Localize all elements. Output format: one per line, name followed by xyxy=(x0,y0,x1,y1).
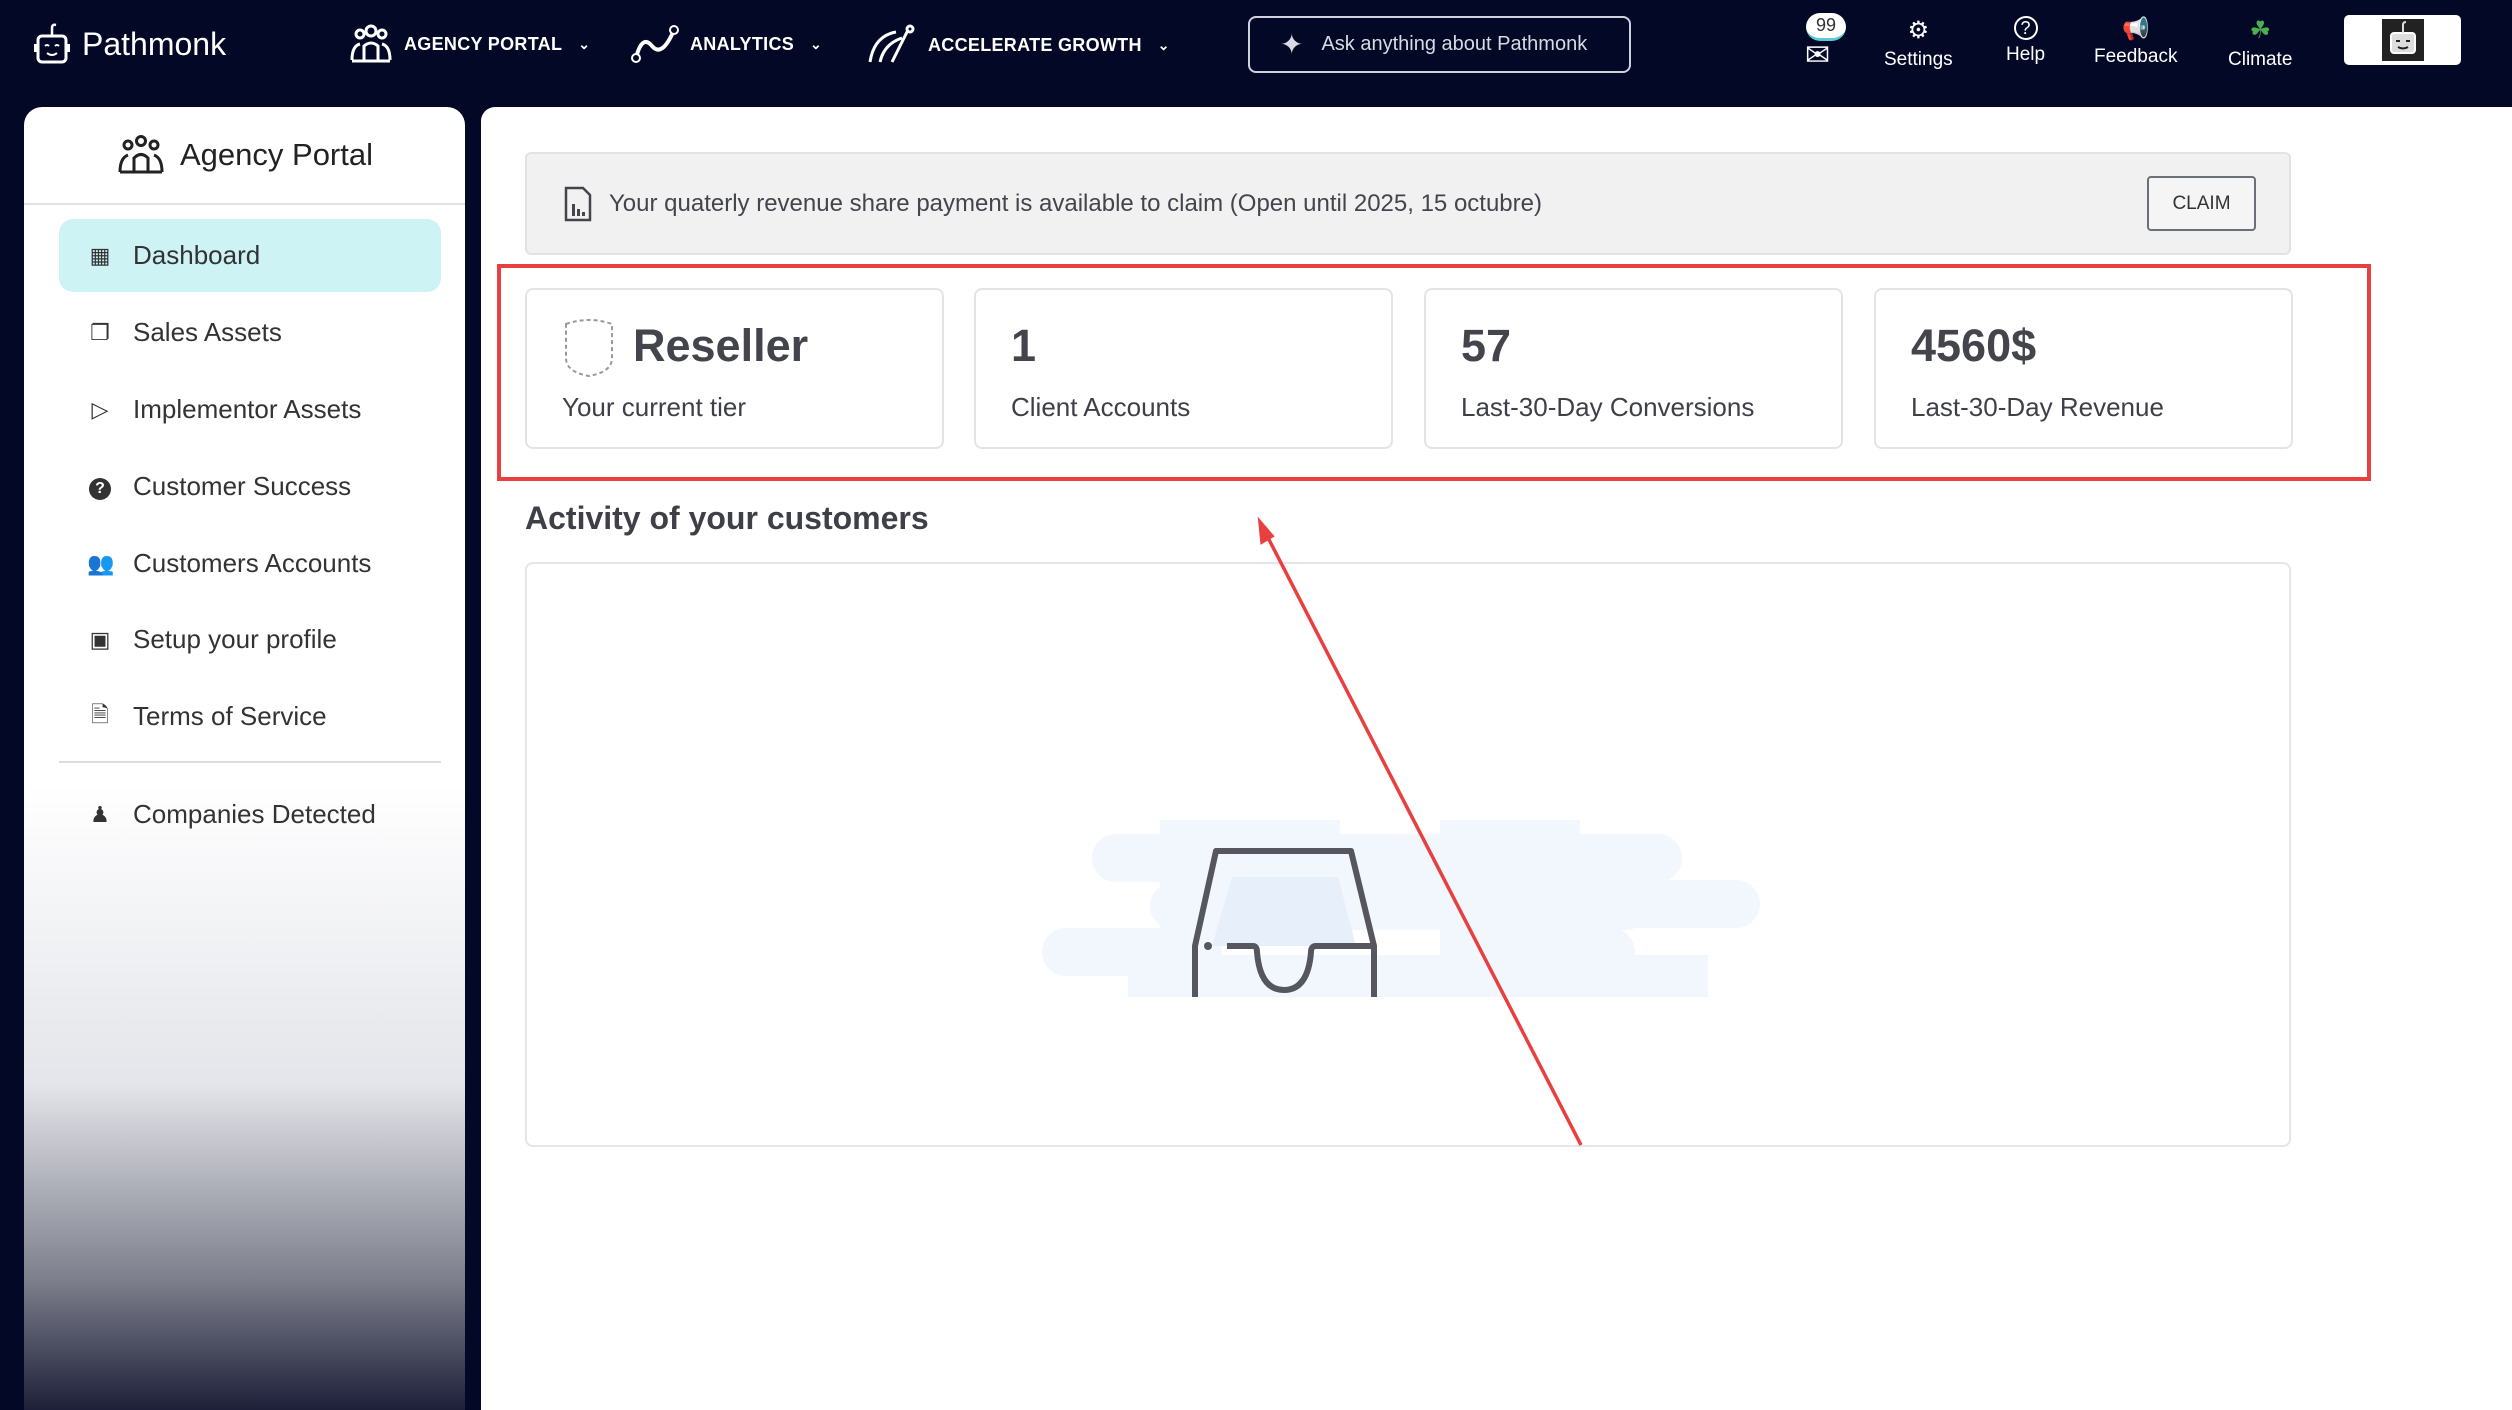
account-avatar-button[interactable] xyxy=(2344,15,2461,65)
copy-icon: ❐ xyxy=(90,319,110,345)
pathmonk-logo[interactable]: Pathmonk xyxy=(32,22,226,66)
stat-value: 57 xyxy=(1461,320,1512,371)
sidebar-header: Agency Portal xyxy=(24,107,465,205)
inbox-tray-icon xyxy=(1192,848,1377,997)
help-icon: ? xyxy=(2013,16,2038,40)
stat-label: Last-30-Day Conversions xyxy=(1461,392,1755,422)
gear-icon: ⚙ xyxy=(1907,17,1930,44)
banner-text: Your quaterly revenue share payment is a… xyxy=(609,189,1542,217)
activity-heading: Activity of your customers xyxy=(525,500,929,536)
growth-icon xyxy=(868,24,915,63)
settings-label: Settings xyxy=(1884,49,1953,70)
brand-name: Pathmonk xyxy=(82,25,227,62)
sidebar-item-companies-detected[interactable]: ♟ Companies Detected xyxy=(59,778,441,851)
nav-accelerate-growth[interactable]: ACCELERATE GROWTH ⌄ xyxy=(866,24,1170,66)
sprout-icon: ☘ xyxy=(2249,17,2271,44)
stat-card-client-accounts: 1 Client Accounts xyxy=(974,288,1393,449)
help-label: Help xyxy=(2006,44,2046,65)
robot-logo-icon xyxy=(34,23,70,64)
inbox-icon[interactable]: ✉ xyxy=(1805,39,1831,72)
stat-label: Client Accounts xyxy=(1011,392,1191,422)
user-tie-icon: ♟ xyxy=(90,801,110,827)
feedback-label: Feedback xyxy=(2094,46,2178,67)
annotation-arrow xyxy=(1257,516,1583,1146)
stat-card-conversions: 57 Last-30-Day Conversions xyxy=(1424,288,1843,449)
inbox-count-badge: 99 xyxy=(1806,13,1847,41)
activity-panel xyxy=(525,562,2291,1147)
sidebar-item-sales-assets[interactable]: ❐ Sales Assets xyxy=(59,296,441,369)
stat-value: 4560$ xyxy=(1911,320,2037,371)
sidebar-item-customer-success[interactable]: ? Customer Success xyxy=(59,450,441,523)
analytics-path-icon xyxy=(631,25,679,63)
users-icon: 👥 xyxy=(87,550,115,576)
cloud-background xyxy=(1042,820,1760,997)
chevron-down-icon: ⌄ xyxy=(1157,36,1170,53)
sidebar-item-label: Terms of Service xyxy=(133,701,327,731)
video-book-icon: ▷ xyxy=(91,396,109,422)
nav-label: ANALYTICS xyxy=(690,33,795,54)
chevron-down-icon: ⌄ xyxy=(578,35,591,52)
stat-label: Last-30-Day Revenue xyxy=(1911,392,2164,422)
chevron-down-icon: ⌄ xyxy=(810,35,823,52)
stat-value: 1 xyxy=(1011,320,1037,371)
sidebar-item-label: Dashboard xyxy=(133,240,261,270)
sidebar-item-label: Setup your profile xyxy=(133,624,337,654)
sidebar-item-label: Implementor Assets xyxy=(133,394,362,424)
sidebar-item-terms-of-service[interactable]: 🗎 Terms of Service xyxy=(59,680,441,753)
sidebar-title: Agency Portal xyxy=(180,137,373,172)
profile-card-icon: ▣ xyxy=(89,626,111,652)
annotation-highlight-box xyxy=(497,264,2371,481)
sidebar: Agency Portal ▦ Dashboard ❐ Sales Assets ▷… xyxy=(24,107,465,1410)
claim-button[interactable]: CLAIM xyxy=(2147,176,2256,231)
tier-badge-icon xyxy=(565,319,613,378)
help-button[interactable]: ? Help xyxy=(2006,16,2045,66)
nav-agency-portal[interactable]: AGENCY PORTAL ⌄ xyxy=(348,24,590,64)
sidebar-item-label: Sales Assets xyxy=(133,317,282,347)
dashboard-icon: ▦ xyxy=(89,242,111,268)
agency-people-icon xyxy=(118,135,164,174)
nav-label: AGENCY PORTAL xyxy=(404,33,563,54)
sidebar-item-dashboard[interactable]: ▦ Dashboard xyxy=(59,219,441,292)
sidebar-item-label: Customer Success xyxy=(133,471,352,501)
climate-button[interactable]: ☘ Climate xyxy=(2228,16,2292,71)
feedback-button[interactable]: 📢 Feedback xyxy=(2094,16,2177,68)
agency-people-icon xyxy=(350,24,392,63)
ask-placeholder: Ask anything about Pathmonk xyxy=(1321,33,1588,55)
stat-card-revenue: 4560$ Last-30-Day Revenue xyxy=(1874,288,2293,449)
sidebar-item-customers-accounts[interactable]: 👥 Customers Accounts xyxy=(59,527,441,600)
sidebar-item-implementor-assets[interactable]: ▷ Implementor Assets xyxy=(59,373,441,446)
question-circle-icon: ? xyxy=(87,473,113,500)
stat-label: Your current tier xyxy=(562,392,747,422)
climate-label: Climate xyxy=(2228,49,2293,70)
sidebar-divider xyxy=(59,761,441,763)
sidebar-item-setup-profile[interactable]: ▣ Setup your profile xyxy=(59,603,441,676)
revenue-share-banner: Your quaterly revenue share payment is a… xyxy=(525,152,2291,255)
megaphone-icon: 📢 xyxy=(2122,16,2150,41)
stat-value: Reseller xyxy=(633,320,809,371)
sidebar-item-label: Customers Accounts xyxy=(133,548,372,578)
nav-label: ACCELERATE GROWTH xyxy=(928,34,1142,55)
stat-card-tier: Reseller Your current tier xyxy=(525,288,944,449)
magic-wand-icon: ✦ xyxy=(1280,29,1304,60)
robot-avatar-icon xyxy=(2381,19,2424,61)
settings-button[interactable]: ⚙ Settings xyxy=(1884,16,1953,71)
ask-pathmonk-input[interactable]: ✦ Ask anything about Pathmonk xyxy=(1248,16,1631,73)
document-icon: 🗎 xyxy=(91,701,109,727)
nav-analytics[interactable]: ANALYTICS ⌄ xyxy=(630,24,822,64)
report-file-icon xyxy=(564,186,592,221)
inbox-tray-fill xyxy=(1212,877,1356,946)
top-navigation-bar: Pathmonk AGENCY PORTAL ⌄ ANALYTICS ⌄ ACCEL… xyxy=(0,0,2512,107)
sidebar-item-label: Companies Detected xyxy=(133,799,376,829)
